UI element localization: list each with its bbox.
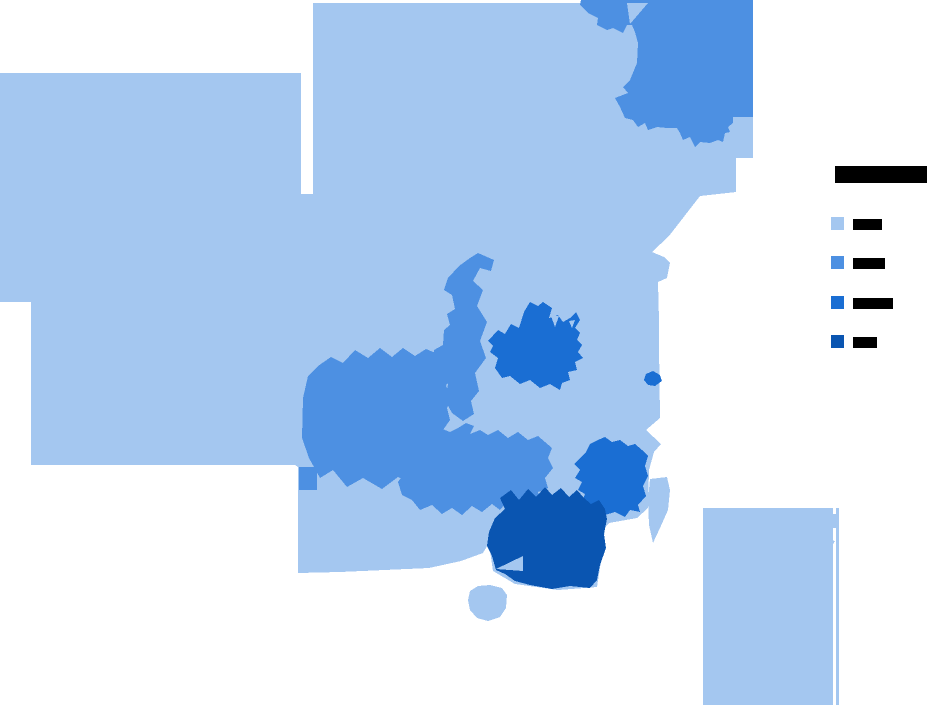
south-sea-inset (703, 508, 839, 705)
inset-island-mark-1 (832, 514, 836, 528)
region-southeast[interactable] (574, 437, 648, 517)
legend-swatch-level2 (831, 256, 844, 269)
region-east-coast-dot[interactable] (644, 371, 662, 386)
legend-label-redacted-block (853, 337, 877, 348)
island-south[interactable] (468, 585, 507, 621)
region-south-wedge (496, 556, 523, 571)
legend-swatch-level1 (831, 217, 844, 230)
region-northeast[interactable] (580, 0, 753, 147)
region-small-detached[interactable] (299, 467, 317, 490)
region-northeast-notch (627, 3, 648, 24)
legend-label-redacted-block (853, 258, 885, 269)
legend-swatch-level3 (831, 296, 844, 309)
region-south[interactable] (487, 487, 607, 589)
region-south-central[interactable] (398, 423, 553, 515)
region-north-central-arm[interactable] (433, 253, 494, 421)
legend-title-redacted-block (835, 166, 927, 183)
region-central-east-inlet (569, 320, 575, 328)
inset-border-line (836, 508, 839, 705)
island-strip-east[interactable] (648, 477, 670, 543)
inset-fill (703, 508, 833, 705)
legend-swatch-level4 (831, 335, 844, 348)
legend-label-redacted-block (853, 219, 882, 230)
legend-label-redacted-block (853, 298, 893, 309)
inset-island-mark-2 (827, 539, 835, 551)
region-base-mainland[interactable] (0, 0, 753, 590)
region-central-east-notch (551, 316, 559, 327)
region-central-east[interactable] (488, 302, 583, 390)
legend (831, 166, 927, 356)
